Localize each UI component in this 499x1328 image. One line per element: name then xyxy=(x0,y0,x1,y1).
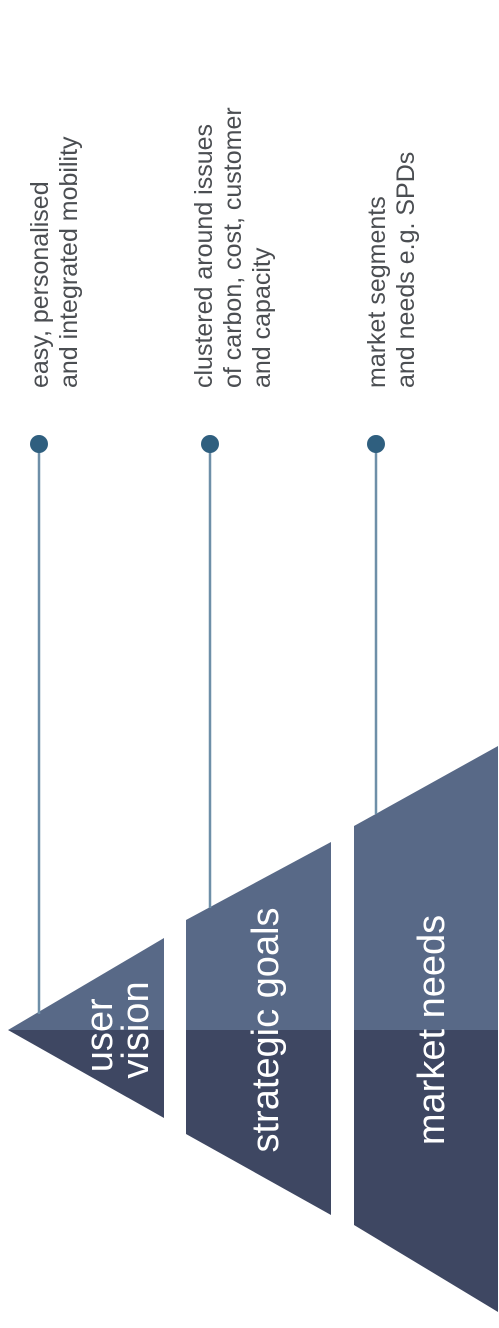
connector-strategic-goals-dot xyxy=(201,435,219,453)
connector-strategic-goals xyxy=(201,435,219,908)
tier-user-vision-lower xyxy=(8,1030,164,1118)
connector-user-vision xyxy=(30,435,48,1014)
tier-market-needs-label: market needs xyxy=(411,915,453,1145)
connector-market-needs xyxy=(367,435,385,814)
connector-market-needs-dot xyxy=(367,435,385,453)
tier-user-vision: user vision xyxy=(8,938,164,1118)
connector-user-vision-dot xyxy=(30,435,48,453)
tier-market-needs-lower xyxy=(354,1030,498,1312)
tier-user-vision-upper xyxy=(8,938,164,1030)
tier-strategic-goals: strategic goals xyxy=(186,842,331,1215)
tier-strategic-goals-upper xyxy=(186,842,331,1030)
note-user-vision: easy, personalised and integrated mobili… xyxy=(26,136,83,388)
tier-market-needs: market needs xyxy=(354,746,498,1312)
note-strategic-goals: clustered around issues of carbon, cost,… xyxy=(190,100,276,388)
tier-strategic-goals-lower xyxy=(186,1030,331,1215)
tier-strategic-goals-label: strategic goals xyxy=(245,907,287,1152)
note-market-needs: market segments and needs e.g. SPDs xyxy=(363,152,420,388)
tier-user-vision-label: user vision xyxy=(79,981,157,1078)
tier-market-needs-upper xyxy=(354,746,498,1030)
